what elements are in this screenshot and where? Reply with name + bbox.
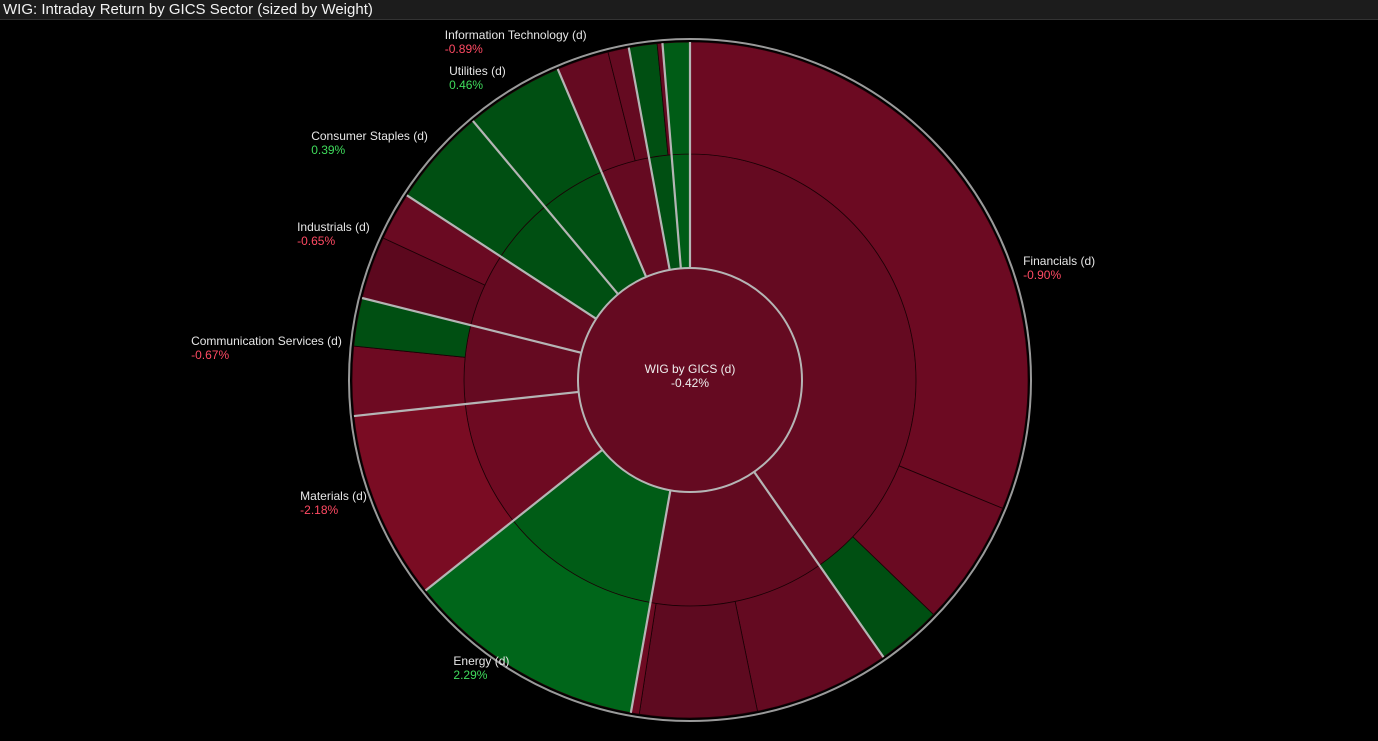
sector-separator: [353, 390, 579, 418]
sector-name: Financials (d): [1023, 254, 1096, 269]
sector-name: Industrials (d): [297, 219, 370, 234]
sector-separator: [361, 296, 582, 354]
sector-return: 0.39%: [311, 143, 346, 158]
sector-label: Financials (d) -0.90%: [1023, 254, 1095, 282]
sector-label: Communication Services (d) -0.67%: [191, 334, 342, 362]
sector-separator: [406, 194, 597, 320]
sector-separator: [556, 68, 648, 278]
sector-separator: [472, 120, 619, 295]
sector-separator: [753, 471, 885, 658]
sector-separator: [627, 47, 671, 271]
sector-separator: [629, 490, 672, 713]
outer-border-ring: [348, 38, 1032, 722]
sector-return: -2.18%: [300, 503, 339, 518]
sector-name: Communication Services (d): [191, 334, 342, 349]
sector-name: Utilities (d): [449, 63, 506, 78]
sector-label: Industrials (d) -0.65%: [297, 220, 370, 248]
root-label: WIG by GICS (d) -0.42%: [590, 362, 790, 390]
sector-name: Information Technology (d): [444, 27, 587, 42]
sector-label: Energy (d) 2.29%: [453, 654, 509, 682]
root-return: -0.42%: [670, 376, 710, 390]
sector-return: 2.29%: [453, 668, 488, 683]
sector-label: Utilities (d) 0.46%: [449, 64, 506, 92]
sector-label: Information Technology (d) -0.89%: [445, 28, 587, 56]
sector-return: -0.89%: [444, 41, 483, 56]
sector-return: -0.65%: [297, 233, 336, 248]
sector-return: -0.90%: [1023, 268, 1062, 283]
title-bar: WIG: Intraday Return by GICS Sector (siz…: [0, 0, 1378, 20]
sector-separator: [661, 43, 682, 269]
sector-name: Materials (d): [300, 489, 367, 504]
sector-label: Materials (d) -2.18%: [300, 489, 367, 517]
sub-industry-segment: [689, 41, 1029, 509]
root-name: WIG by GICS (d): [644, 362, 736, 376]
sector-label: Consumer Staples (d) 0.39%: [311, 129, 428, 157]
sector-separator: [424, 448, 604, 592]
sector-return: 0.46%: [449, 77, 484, 92]
sector-name: Consumer Staples (d): [311, 129, 428, 144]
sector-name: Energy (d): [453, 654, 510, 669]
chart-title: WIG: Intraday Return by GICS Sector (siz…: [3, 1, 373, 18]
sector-return: -0.67%: [191, 348, 230, 363]
